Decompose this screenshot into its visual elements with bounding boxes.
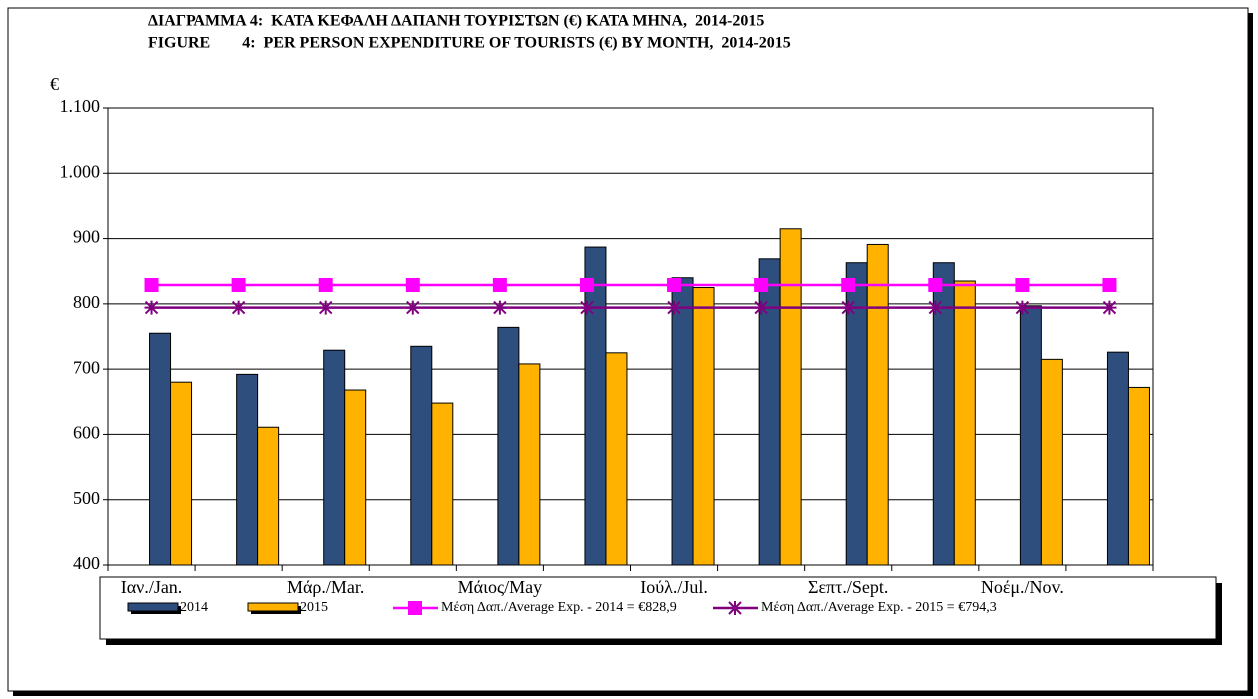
bar (344, 389, 367, 566)
marker (492, 300, 507, 315)
bar (584, 246, 607, 566)
y-tick-label: 600 (73, 423, 100, 443)
marker (144, 277, 159, 292)
chart-title: ΔΙΑΓΡΑΜΜΑ 4: ΚΑΤΑ ΚΕΦΑΛΗ ΔΑΠΑΝΗ ΤΟΥΡΙΣΤΩ… (148, 13, 764, 30)
marker (144, 300, 159, 315)
bar (431, 402, 454, 566)
x-tick-label: Ιούλ./Jul. (640, 577, 708, 597)
bar (1127, 386, 1150, 566)
bar (605, 352, 628, 566)
x-tick-label: Σεπτ./Sept. (808, 577, 888, 597)
bar (257, 426, 280, 566)
marker (1102, 300, 1117, 315)
y-tick-label: 1.100 (60, 96, 101, 116)
bar (758, 258, 781, 566)
legend-label: 2015 (300, 600, 328, 615)
bar (1106, 351, 1129, 566)
bar (953, 280, 976, 566)
marker (841, 277, 856, 292)
y-tick-label: 500 (73, 488, 100, 508)
marker (667, 300, 682, 315)
x-tick-label: Μάιος/May (458, 577, 542, 597)
marker (492, 277, 507, 292)
bar (410, 345, 433, 566)
legend-label: Μέση Δαπ./Average Exp. - 2015 = €794,3 (761, 600, 997, 615)
bar (671, 277, 694, 566)
legend-swatch (247, 602, 299, 612)
marker (318, 277, 333, 292)
y-tick-label: 1.000 (60, 161, 101, 181)
marker (405, 300, 420, 315)
marker (1102, 277, 1117, 292)
marker (231, 300, 246, 315)
bar (779, 228, 802, 566)
marker (928, 300, 943, 315)
bar (1019, 305, 1042, 566)
bar (1040, 358, 1063, 566)
marker (1015, 277, 1030, 292)
x-tick-label: Ιαν./Jan. (121, 577, 183, 597)
marker (405, 277, 420, 292)
bar (866, 243, 889, 566)
y-tick-label: 800 (73, 292, 100, 312)
marker (579, 277, 594, 292)
chart-subtitle: FIGURE 4: PER PERSON EXPENDITURE OF TOUR… (148, 35, 791, 52)
legend-swatch (127, 602, 179, 612)
marker (318, 300, 333, 315)
x-tick-label: Μάρ./Mar. (287, 577, 364, 597)
bar (323, 349, 346, 566)
y-tick-label: 400 (73, 553, 100, 573)
marker (754, 300, 769, 315)
bar (170, 381, 193, 566)
marker (928, 277, 943, 292)
y-tick-label: 700 (73, 357, 100, 377)
bar (236, 373, 259, 566)
bar (518, 363, 541, 566)
marker (728, 601, 742, 615)
x-tick-label: Νοέμ./Nov. (981, 577, 1064, 597)
marker (1015, 300, 1030, 315)
legend-label: 2014 (180, 600, 208, 615)
marker (231, 277, 246, 292)
bar (497, 326, 520, 566)
marker (667, 277, 682, 292)
marker (841, 300, 856, 315)
y-axis-label: € (50, 74, 59, 94)
legend-label: Μέση Δαπ./Average Exp. - 2014 = €828,9 (441, 600, 677, 615)
y-tick-label: 900 (73, 227, 100, 247)
marker (579, 300, 594, 315)
bar (692, 287, 715, 566)
marker (754, 277, 769, 292)
bar (149, 332, 172, 566)
marker (408, 601, 422, 615)
